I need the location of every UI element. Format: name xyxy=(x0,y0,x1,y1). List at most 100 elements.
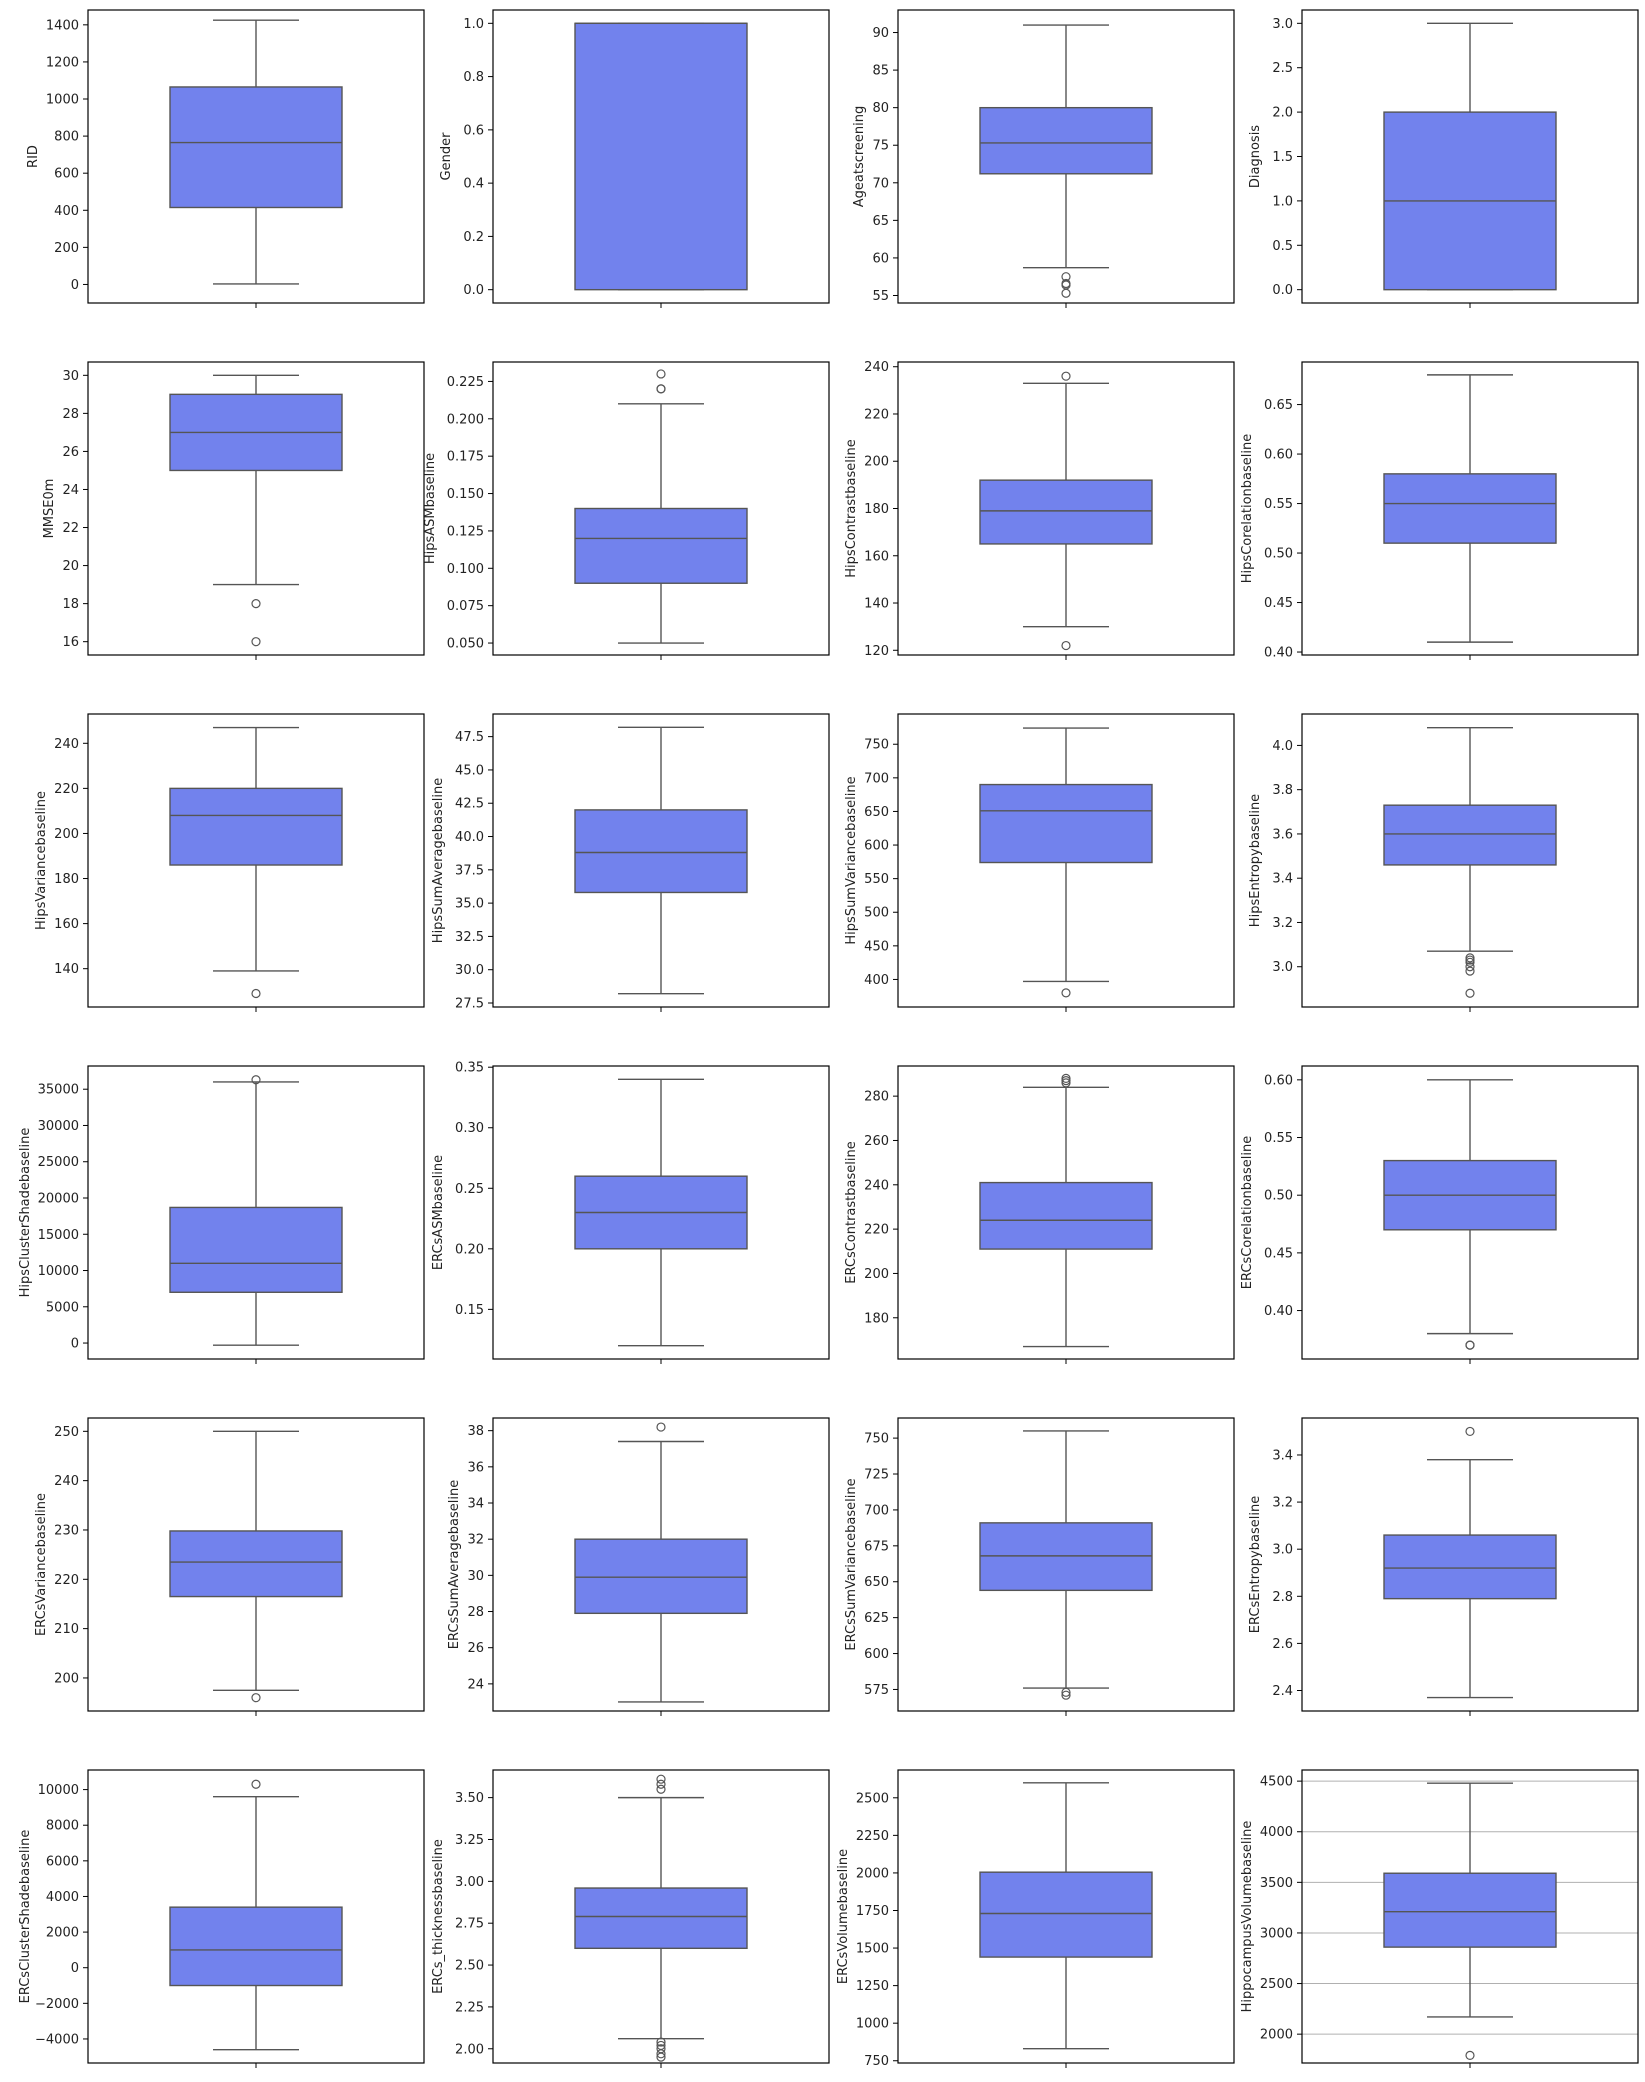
y-tick-label: 1.0 xyxy=(1272,194,1293,209)
outlier-point xyxy=(1061,1073,1071,1084)
y-tick-label: 800 xyxy=(54,130,79,145)
y-tick-label: 160 xyxy=(54,917,79,932)
iqr-box xyxy=(169,1530,343,1598)
y-tick-label: 10000 xyxy=(38,1783,79,1798)
y-tick-label: 35000 xyxy=(38,1083,79,1098)
iqr-box xyxy=(1383,1534,1557,1600)
boxplot-ercsvariancebaseline: 200 210 220 230 240 250 ERCsVariancebaseline xyxy=(34,1417,425,1716)
y-tick-label: 18 xyxy=(62,597,79,612)
y-axis-label: HipsEntropybaseline xyxy=(1248,794,1263,927)
outlier-point xyxy=(1465,962,1475,972)
y-tick-label: 0.200 xyxy=(447,412,484,427)
y-tick-label: 0.55 xyxy=(1264,1131,1293,1146)
y-tick-label: 160 xyxy=(864,549,889,564)
y-axis-label: HipsClusterShadebaseline xyxy=(18,1128,33,1298)
y-tick-label: 90 xyxy=(872,26,889,41)
iqr-box xyxy=(574,809,748,894)
y-tick-label: 4500 xyxy=(1260,1775,1293,1790)
y-axis-label: MMSE0m xyxy=(42,479,57,539)
y-tick-label: 180 xyxy=(54,872,79,887)
y-tick-label: 3.2 xyxy=(1272,916,1293,931)
y-tick-label: 220 xyxy=(54,782,79,797)
outlier-point xyxy=(1061,1690,1071,1700)
boxplot-rid: 0 200 400 600 800 1000 1200 1400 RID xyxy=(26,9,425,308)
y-tick-label: 250 xyxy=(54,1425,79,1440)
y-axis-label: HipsVariancebaseline xyxy=(34,791,49,930)
y-tick-label: 0.125 xyxy=(447,524,484,539)
y-tick-label: 575 xyxy=(864,1683,889,1698)
y-tick-label: 2000 xyxy=(1260,2028,1293,2043)
y-tick-label: 0.65 xyxy=(1264,398,1293,413)
boxplot-ageatscreening: 55 60 65 70 75 80 85 90 Ageatscreening xyxy=(852,9,1235,308)
boxplot-ercsentropybaseline: 2.4 2.6 2.8 3.0 3.2 3.4 ERCsEntropybaseline xyxy=(1248,1417,1639,1716)
y-tick-label: 650 xyxy=(864,805,889,820)
boxplot-diagnosis: 0.0 0.5 1.0 1.5 2.0 2.5 3.0 Diagnosis xyxy=(1248,9,1639,308)
y-tick-label: 140 xyxy=(864,597,889,612)
y-tick-label: 1.0 xyxy=(463,17,484,32)
y-tick-label: 4000 xyxy=(1260,1825,1293,1840)
y-tick-label: 30 xyxy=(467,1569,484,1584)
y-tick-label: 2.75 xyxy=(455,1917,484,1932)
outlier-point xyxy=(251,1779,261,1789)
y-tick-label: 220 xyxy=(864,407,889,422)
outlier-point xyxy=(1465,1426,1475,1437)
y-tick-label: 4000 xyxy=(46,1890,79,1905)
y-tick-label: 200 xyxy=(864,455,889,470)
y-tick-label: 40.0 xyxy=(455,830,484,845)
boxplot-ercscontrastbaseline: 180 200 220 240 260 280 ERCsContrastbaseline xyxy=(844,1065,1235,1364)
y-tick-label: 400 xyxy=(864,973,889,988)
iqr-box xyxy=(574,1538,748,1615)
y-axis-label: HipsSumVariancebaseline xyxy=(844,776,859,944)
outlier-point xyxy=(1061,640,1071,651)
iqr-box xyxy=(1383,804,1557,866)
outlier-point xyxy=(251,1693,261,1703)
y-tick-label: 3.4 xyxy=(1272,1448,1293,1463)
y-axis-label: ERCsCorelationbaseline xyxy=(1240,1136,1255,1289)
y-tick-label: 700 xyxy=(864,1503,889,1518)
iqr-box xyxy=(169,1906,343,1987)
iqr-box xyxy=(1383,1872,1557,1948)
iqr-box xyxy=(574,507,748,584)
boxplot-ercscorelationbaseline: 0.40 0.45 0.50 0.55 0.60 ERCsCorelationbaseli… xyxy=(1240,1065,1639,1364)
y-tick-label: 260 xyxy=(864,1134,889,1149)
y-tick-label: 3.0 xyxy=(1272,17,1293,32)
y-tick-label: 0.5 xyxy=(1272,239,1293,254)
y-axis-label: ERCsEntropybaseline xyxy=(1248,1496,1263,1633)
y-tick-label: 1200 xyxy=(46,55,79,70)
boxplot-gender: 0.0 0.2 0.4 0.6 0.8 1.0 Gender xyxy=(439,9,830,308)
y-tick-label: 1000 xyxy=(46,93,79,108)
y-tick-label: 47.5 xyxy=(455,730,484,745)
y-tick-label: 1000 xyxy=(856,2017,889,2032)
y-tick-label: 0.30 xyxy=(455,1121,484,1136)
outlier-point xyxy=(251,1075,261,1085)
y-tick-label: 0.075 xyxy=(447,599,484,614)
y-tick-label: 600 xyxy=(864,1647,889,1662)
y-axis-label: RID xyxy=(26,145,41,168)
y-tick-label: 2.8 xyxy=(1272,1590,1293,1605)
y-tick-label: 10000 xyxy=(38,1264,79,1279)
y-tick-label: 16 xyxy=(62,635,79,650)
boxplot-ercssumvariancebaseline: 575 600 625 650 675 700 725 750 ERCsSumVarianceb… xyxy=(844,1417,1235,1716)
iqr-box xyxy=(1383,473,1557,544)
y-tick-label: 2.25 xyxy=(455,2000,484,2015)
y-tick-label: 0.40 xyxy=(1264,646,1293,661)
y-tick-label: 28 xyxy=(467,1605,484,1620)
y-tick-label: 35.0 xyxy=(455,897,484,912)
y-tick-label: 0 xyxy=(71,278,79,293)
y-tick-label: 85 xyxy=(872,64,889,79)
boxplot-hipscontrastbaseline: 120 140 160 180 200 220 240 HipsContrastbaselin… xyxy=(844,360,1235,660)
y-axis-label: HippocampusVolumebaseline xyxy=(1240,1821,1255,2013)
y-tick-label: 200 xyxy=(864,1267,889,1282)
outlier-point xyxy=(656,2037,666,2047)
y-tick-label: 32.5 xyxy=(455,930,484,945)
y-tick-label: 55 xyxy=(872,289,889,304)
outlier-point xyxy=(251,637,261,647)
y-tick-label: 750 xyxy=(864,2054,889,2069)
iqr-box xyxy=(169,787,343,866)
y-axis-label: ERCsSumAveragebaseline xyxy=(447,1480,462,1649)
outlier-point xyxy=(1061,371,1071,381)
y-tick-label: 2000 xyxy=(46,1926,79,1941)
outlier-point xyxy=(656,2052,666,2062)
outlier-point xyxy=(1465,966,1475,976)
y-tick-label: 34 xyxy=(467,1497,484,1512)
